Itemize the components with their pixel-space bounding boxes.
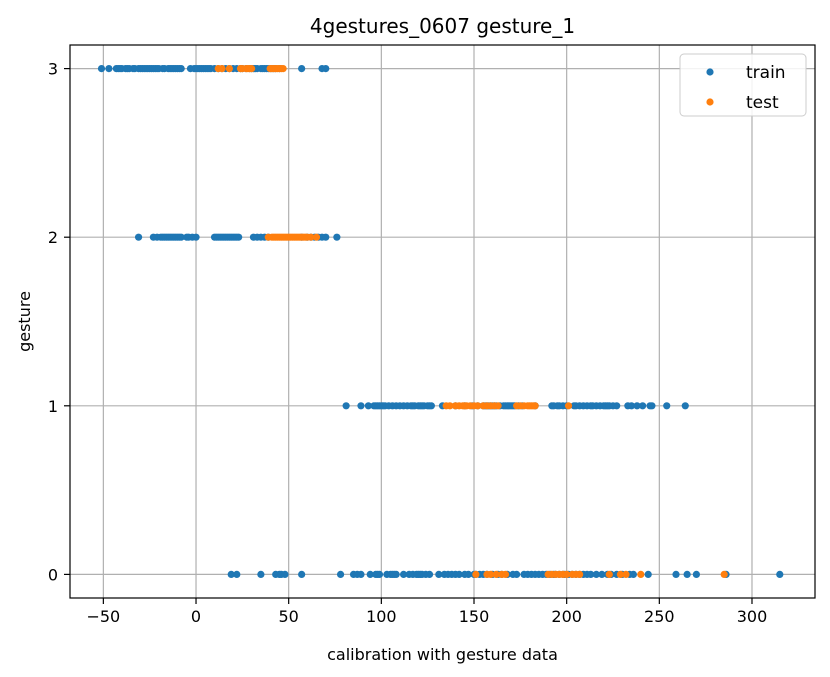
scatter-point-train <box>97 65 106 73</box>
plot-frame <box>69 44 816 599</box>
x-tick-label: 250 <box>644 607 675 626</box>
scatter-point-test <box>279 65 287 73</box>
scatter-point-test <box>248 65 256 73</box>
scatter-point-test <box>492 570 500 578</box>
scatter-point-train <box>233 570 241 578</box>
legend-marker-train <box>706 68 714 76</box>
scatter-point-train <box>336 570 345 578</box>
scatter-point-test <box>605 570 613 578</box>
legend-label-train: train <box>746 63 786 83</box>
scatter-point-test <box>576 570 584 578</box>
x-axis-ticks: −50 0 50 100 150 200 250 300 <box>86 598 767 626</box>
scatter-point-test <box>487 570 495 578</box>
scatter-point-train <box>776 570 784 578</box>
scatter-point-test <box>637 570 645 578</box>
scatter-point-test <box>494 402 502 410</box>
x-tick-label: −50 <box>86 607 120 626</box>
scatter-point-test <box>474 402 482 410</box>
legend: train test <box>679 53 807 117</box>
legend-label-test: test <box>746 93 779 113</box>
scatter-point-train <box>298 570 306 578</box>
scatter-point-test <box>307 233 315 241</box>
scatter-point-test <box>446 402 454 410</box>
legend-marker-test <box>706 98 714 106</box>
scatter-point-train <box>366 570 374 578</box>
scatter-point-test <box>218 65 226 73</box>
y-tick-label: 2 <box>48 228 58 247</box>
x-tick-label: 50 <box>279 607 299 626</box>
scatter-point-test <box>472 570 480 578</box>
scatter-point-train <box>598 570 606 578</box>
x-tick-label: 0 <box>191 607 201 626</box>
scatter-point-train <box>322 233 330 241</box>
scatter-point-train <box>105 65 113 73</box>
chart-title: 4gestures_0607 gesture_1 <box>310 14 575 38</box>
scatter-point-train <box>177 233 185 241</box>
scatter-point-train <box>134 233 143 241</box>
scatter-point-train <box>235 233 243 241</box>
x-tick-label: 100 <box>366 607 397 626</box>
scatter-point-train <box>298 65 306 73</box>
scatter-point-train <box>257 570 265 578</box>
scatter-point-train <box>427 402 435 410</box>
x-tick-label: 150 <box>459 607 490 626</box>
scatter-point-train <box>425 570 434 578</box>
scatter-point-train <box>513 570 521 578</box>
scatter-point-train <box>177 65 185 73</box>
scatter-point-train <box>592 570 600 578</box>
legend-box <box>679 53 807 117</box>
scatter-point-train <box>672 570 680 578</box>
scatter-point-train <box>629 570 637 578</box>
scatter-point-train <box>364 402 372 410</box>
scatter-point-test <box>225 65 233 73</box>
scatter-point-train <box>613 402 621 410</box>
scatter-point-test <box>563 570 571 578</box>
scatter-point-train <box>322 65 330 73</box>
scatter-point-train <box>681 402 689 410</box>
scatter-point-train <box>435 570 443 578</box>
scatter-point-train <box>455 570 463 578</box>
scatter-point-train <box>627 402 636 410</box>
x-tick-label: 200 <box>551 607 582 626</box>
x-tick-label: 300 <box>737 607 768 626</box>
y-axis-label: gesture <box>15 291 34 352</box>
scatter-point-train <box>192 233 200 241</box>
scatter-point-train <box>639 402 647 410</box>
scatter-point-train <box>644 570 652 578</box>
scatter-point-test <box>531 402 539 410</box>
y-tick-label: 1 <box>48 397 58 416</box>
scatter-point-test <box>720 570 728 578</box>
scatter-point-train <box>692 570 700 578</box>
scatter-point-train <box>633 402 641 410</box>
y-tick-label: 0 <box>48 565 58 584</box>
scatter-point-test <box>501 570 510 578</box>
scatter-point-train <box>281 570 289 578</box>
scatter-point-train <box>399 570 408 578</box>
scatter-point-train <box>587 570 595 578</box>
scatter-point-test <box>564 402 573 410</box>
y-axis-ticks: 0 1 2 3 <box>48 60 70 584</box>
scatter-point-train <box>648 402 656 410</box>
scatter-point-train <box>227 570 235 578</box>
scatter-point-train <box>375 570 384 578</box>
scatter-point-train <box>392 570 400 578</box>
series-test <box>214 65 728 578</box>
scatter-point-test <box>616 570 625 578</box>
scatter-point-train <box>333 233 341 241</box>
scatter-point-train <box>357 570 365 578</box>
scatter-point-train <box>464 570 473 578</box>
data-points <box>97 65 784 578</box>
scatter-point-test <box>312 233 321 241</box>
scatter-point-train <box>357 402 365 410</box>
y-tick-label: 3 <box>48 60 58 79</box>
x-axis-label: calibration with gesture data <box>327 645 558 664</box>
scatter-point-train <box>663 402 671 410</box>
scatter-point-test <box>622 570 630 578</box>
scatter-point-train <box>342 402 350 410</box>
scatter-point-train <box>683 570 691 578</box>
